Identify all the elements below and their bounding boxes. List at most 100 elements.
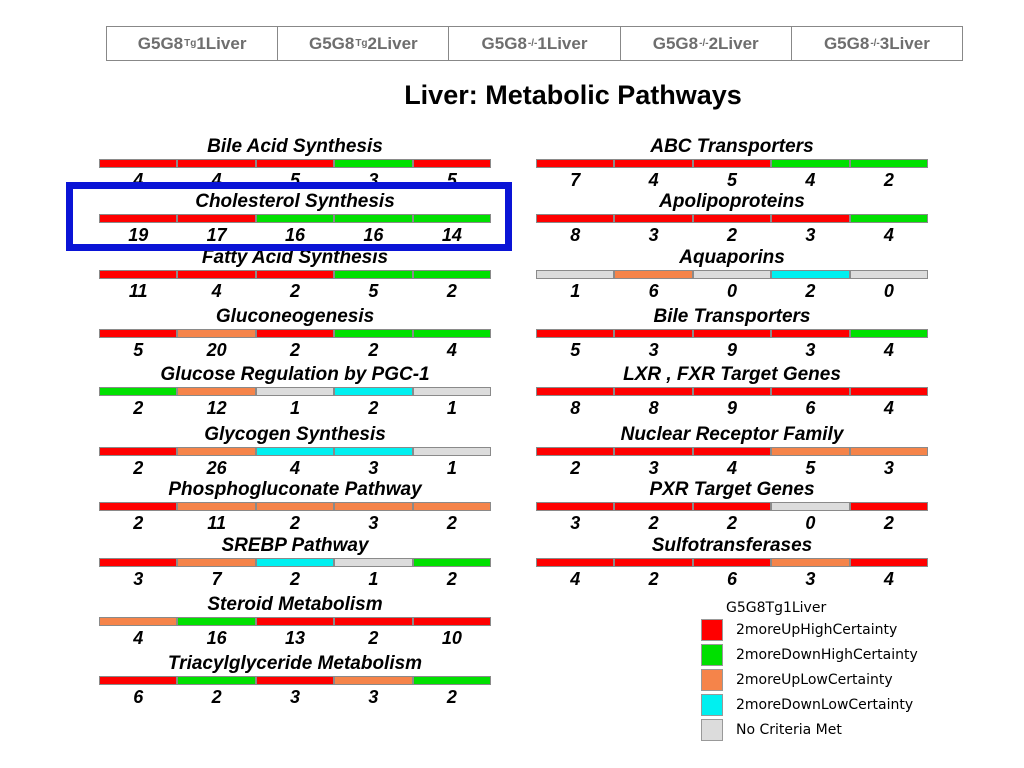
header-col-4-rest: 3Liver — [879, 33, 930, 53]
gene-count: 3 — [883, 458, 894, 478]
pathway-status-bar — [99, 676, 492, 685]
pathway-status-bar — [99, 159, 492, 168]
status-segment-0 — [536, 214, 615, 223]
status-segment-4 — [412, 558, 492, 567]
status-segment-4 — [412, 387, 492, 396]
gene-count: 19 — [128, 225, 149, 245]
status-segment-1 — [177, 617, 256, 626]
gene-count: 4 — [211, 170, 222, 190]
gene-count: 3 — [368, 458, 379, 478]
status-segment-4 — [412, 502, 492, 511]
gene-count: 4 — [133, 628, 144, 648]
status-segment-0 — [99, 214, 178, 223]
header-col-3-rest: 2Liver — [708, 33, 759, 53]
status-segment-2 — [255, 214, 335, 223]
status-segment-2 — [692, 214, 772, 223]
header-col-2-base: G5G8 — [481, 33, 527, 53]
pathway-phosphogluconate-pathway: Phosphogluconate Pathway 2 11 2 3 2 — [99, 479, 492, 537]
status-segment-3 — [334, 617, 413, 626]
header-col-1: G5G8 Tg 2Liver — [278, 27, 450, 60]
status-segment-3 — [334, 329, 413, 338]
gene-count: 3 — [368, 687, 379, 707]
gene-count: 4 — [133, 170, 144, 190]
pathway-glucose-regulation-by-pgc-1: Glucose Regulation by PGC-1 2 12 1 2 1 — [99, 364, 492, 422]
gene-count: 2 — [368, 628, 379, 648]
page-title: Liver: Metabolic Pathways — [404, 80, 742, 110]
gene-count: 17 — [206, 225, 227, 245]
pathway-lxr-fxr-target-genes: LXR , FXR Target Genes 8 8 9 6 4 — [536, 364, 929, 422]
pathway-status-bar — [536, 270, 929, 279]
status-segment-1 — [177, 502, 256, 511]
legend-item-up-low: 2moreUpLowCertainty — [700, 669, 1000, 693]
status-segment-3 — [771, 502, 850, 511]
gene-count: 1 — [368, 569, 379, 589]
status-segment-1 — [177, 387, 256, 396]
pathway-title: Nuclear Receptor Family — [620, 424, 844, 445]
pathway-counts: 5 3 9 3 4 — [536, 340, 928, 360]
gene-count: 11 — [128, 281, 148, 301]
status-segment-1 — [177, 270, 256, 279]
header-col-2-rest: 1Liver — [537, 33, 588, 53]
gene-count: 2 — [805, 281, 816, 301]
gene-count: 16 — [285, 225, 306, 245]
status-segment-2 — [692, 447, 772, 456]
status-segment-0 — [99, 617, 178, 626]
status-segment-3 — [334, 270, 413, 279]
legend-item-up-high: 2moreUpHighCertainty — [700, 619, 1000, 643]
pathway-counts: 2 12 1 2 1 — [99, 398, 491, 418]
status-segment-0 — [99, 447, 178, 456]
gene-count: 11 — [207, 513, 226, 533]
pathway-status-bar — [536, 502, 929, 511]
gene-count: 2 — [368, 398, 379, 418]
pathway-counts: 4 2 6 3 4 — [536, 569, 928, 589]
status-segment-4 — [849, 387, 929, 396]
legend-swatch — [701, 669, 723, 691]
status-segment-3 — [334, 214, 413, 223]
status-segment-1 — [614, 387, 693, 396]
gene-count: 4 — [883, 340, 894, 360]
gene-count: 3 — [570, 513, 581, 533]
gene-count: 4 — [446, 340, 457, 360]
legend-swatch — [701, 719, 723, 741]
header-col-0-rest: 1Liver — [196, 33, 247, 53]
pathway-counts: 3 2 2 0 2 — [536, 513, 928, 533]
pathway-title: Fatty Acid Synthesis — [201, 247, 389, 268]
status-segment-4 — [849, 214, 929, 223]
pathway-status-bar — [536, 329, 929, 338]
gene-count: 3 — [648, 225, 659, 245]
gene-count: 6 — [133, 687, 144, 707]
status-segment-1 — [177, 676, 256, 685]
pathway-counts: 5 20 2 2 4 — [99, 340, 491, 360]
gene-count: 4 — [805, 170, 816, 190]
gene-count: 2 — [211, 687, 222, 707]
pathway-counts: 2 26 4 3 1 — [99, 458, 491, 478]
header-col-3: G5G8 -/- 2Liver — [621, 27, 792, 60]
pathway-counts: 6 2 3 3 2 — [99, 687, 491, 707]
gene-count: 2 — [290, 569, 301, 589]
pathway-counts: 3 7 2 1 2 — [99, 569, 491, 589]
legend-label: 2moreDownLowCertainty — [736, 697, 914, 713]
sample-header-table: G5G8 Tg 1Liver G5G8 Tg 2Liver G5G8 -/- 1Liver … — [106, 26, 963, 61]
gene-count: 4 — [211, 281, 222, 301]
pathway-status-bar — [536, 387, 929, 396]
pathway-counts: 7 4 5 4 2 — [536, 170, 928, 190]
gene-count: 2 — [446, 281, 457, 301]
status-segment-3 — [771, 329, 850, 338]
gene-count: 1 — [446, 458, 457, 478]
status-segment-4 — [412, 214, 492, 223]
pathway-title: SREBP Pathway — [221, 535, 369, 556]
gene-count: 2 — [446, 513, 457, 533]
pathway-status-bar — [99, 447, 492, 456]
status-segment-0 — [99, 502, 178, 511]
status-segment-0 — [536, 270, 615, 279]
status-segment-0 — [536, 558, 615, 567]
gene-count: 2 — [290, 340, 301, 360]
status-segment-1 — [614, 329, 693, 338]
legend-label: 2moreUpLowCertainty — [736, 672, 893, 688]
gene-count: 6 — [727, 569, 738, 589]
gene-count: 0 — [805, 513, 816, 533]
gene-count: 2 — [133, 398, 144, 418]
gene-count: 3 — [805, 225, 816, 245]
pathway-counts: 4 4 5 3 5 — [99, 170, 491, 190]
gene-count: 3 — [648, 458, 659, 478]
